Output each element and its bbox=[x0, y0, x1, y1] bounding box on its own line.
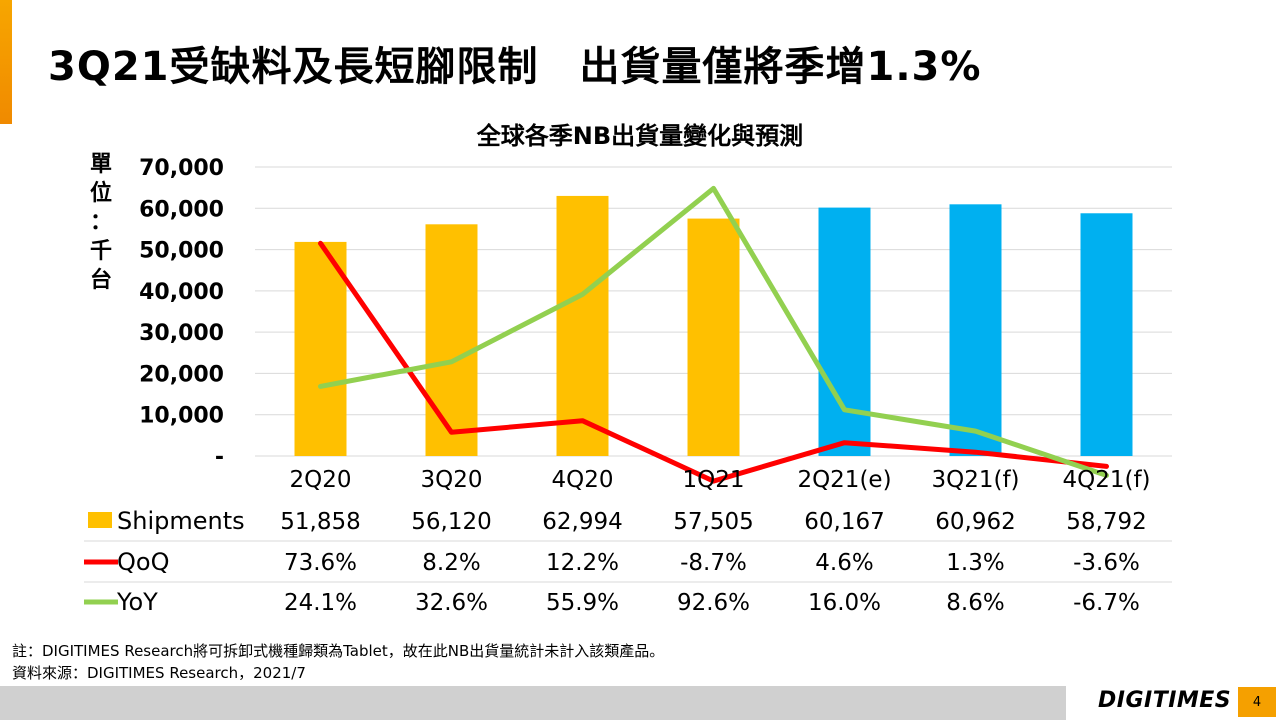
footnote: 註：DIGITIMES Research將可拆卸式機種歸類為Tablet，故在此… bbox=[12, 642, 665, 660]
table-value: -8.7% bbox=[680, 550, 747, 576]
source-note: 資料來源：DIGITIMES Research，2021/7 bbox=[12, 664, 306, 682]
table-value: 8.6% bbox=[946, 590, 1004, 616]
qoq-line bbox=[318, 240, 1109, 484]
table-value: -3.6% bbox=[1073, 550, 1140, 576]
category-label: 2Q20 bbox=[289, 467, 351, 493]
unit-char: 單 bbox=[89, 152, 112, 177]
title-accent-bar bbox=[0, 0, 12, 124]
y-tick-label: 10,000 bbox=[139, 404, 224, 429]
y-tick-label: 30,000 bbox=[139, 321, 224, 346]
table-value: 32.6% bbox=[415, 590, 488, 616]
y-tick-label: 60,000 bbox=[139, 197, 224, 222]
table-value: 73.6% bbox=[284, 550, 357, 576]
chart-title: 全球各季NB出貨量變化與預測 bbox=[476, 122, 804, 150]
table-value: 58,792 bbox=[1066, 509, 1146, 535]
table-value: 8.2% bbox=[422, 550, 480, 576]
table-value: 4.6% bbox=[815, 550, 873, 576]
shipment-bar bbox=[425, 224, 478, 456]
table-value: 1.3% bbox=[946, 550, 1004, 576]
unit-char: 位 bbox=[89, 181, 112, 206]
yoy-line bbox=[318, 185, 1109, 478]
y-tick-label: 50,000 bbox=[139, 239, 224, 264]
shipment-bar bbox=[687, 218, 740, 456]
unit-char: ： bbox=[89, 210, 112, 235]
table-value: 55.9% bbox=[546, 590, 619, 616]
y-tick-label: 70,000 bbox=[139, 156, 224, 181]
table-value: -6.7% bbox=[1073, 590, 1140, 616]
shipment-bar bbox=[294, 241, 347, 456]
category-label: 2Q21(e) bbox=[797, 467, 891, 493]
legend-key-shipments bbox=[88, 512, 112, 528]
y-tick-label: 40,000 bbox=[139, 280, 224, 305]
table-value: 51,858 bbox=[280, 509, 360, 535]
legend-label: QoQ bbox=[117, 548, 169, 576]
unit-char: 千 bbox=[89, 239, 112, 264]
y-tick-label: - bbox=[215, 445, 224, 470]
footer-band bbox=[0, 686, 1066, 720]
shipment-bar bbox=[556, 195, 609, 456]
shipment-bar bbox=[949, 204, 1002, 456]
category-label: 4Q20 bbox=[551, 467, 613, 493]
y-tick-label: 20,000 bbox=[139, 362, 224, 387]
shipment-bar bbox=[1080, 213, 1133, 456]
table-value: 62,994 bbox=[542, 509, 622, 535]
category-label: 1Q21 bbox=[682, 467, 744, 493]
table-value: 92.6% bbox=[677, 590, 750, 616]
legend-label: YoY bbox=[116, 588, 158, 616]
category-label: 3Q21(f) bbox=[931, 467, 1019, 493]
table-value: 60,167 bbox=[804, 509, 884, 535]
table-value: 60,962 bbox=[935, 509, 1015, 535]
table-value: 16.0% bbox=[808, 590, 881, 616]
category-label: 3Q20 bbox=[420, 467, 482, 493]
shipment-bar bbox=[818, 207, 871, 456]
table-value: 57,505 bbox=[673, 509, 753, 535]
y-axis-unit-label: 單 位 ： 千 台 bbox=[86, 150, 116, 295]
page-number: 4 bbox=[1238, 687, 1276, 717]
slide-title: 3Q21受缺料及長短腳限制 出貨量僅將季增1.3% bbox=[48, 44, 982, 90]
unit-char: 台 bbox=[89, 268, 112, 293]
table-value: 56,120 bbox=[411, 509, 491, 535]
category-label: 4Q21(f) bbox=[1062, 467, 1150, 493]
legend-label: Shipments bbox=[117, 507, 245, 535]
brand-logo: DIGITIMES bbox=[1098, 688, 1232, 713]
chart: - 10,000 20,000 30,000 40,000 50,000 60,000 70,… bbox=[84, 156, 1172, 616]
table-value: 24.1% bbox=[284, 590, 357, 616]
table-value: 12.2% bbox=[546, 550, 619, 576]
